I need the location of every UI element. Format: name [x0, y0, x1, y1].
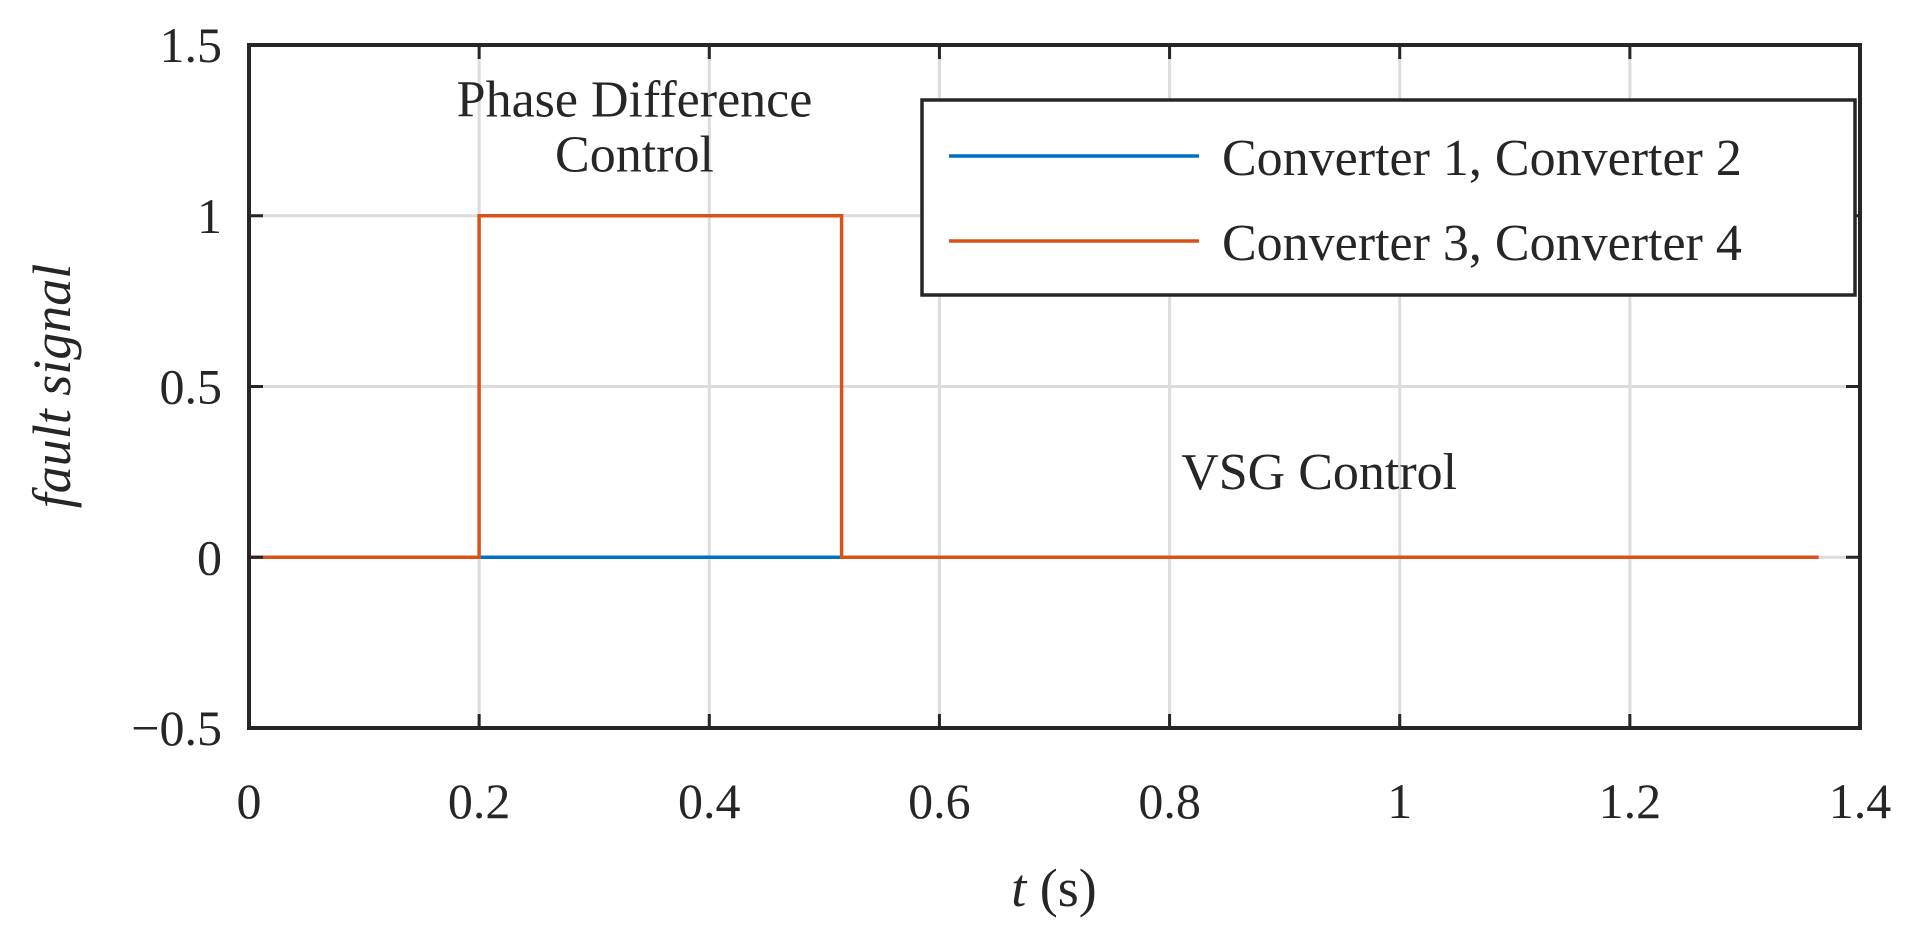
legend: Converter 1, Converter 2 Converter 3, Co… — [920, 98, 1857, 297]
legend-label-series-1: Converter 1, Converter 2 — [1222, 130, 1742, 187]
annotation-1: Phase Difference — [457, 72, 813, 129]
annotation-3: VSG Control — [1181, 444, 1457, 501]
x-tick-label: 0.8 — [1138, 773, 1201, 829]
x-tick-label: 1.2 — [1599, 773, 1662, 829]
x-tick-label: 0.4 — [678, 773, 741, 829]
x-tick-label: 1.4 — [1829, 773, 1892, 829]
y-tick-label: 1 — [197, 188, 222, 244]
x-axis-unit: (s) — [1026, 858, 1096, 918]
x-axis-variable: t — [1011, 858, 1028, 918]
x-tick-label: 0.2 — [448, 773, 511, 829]
y-tick-label: 0 — [197, 529, 222, 585]
y-tick-label: −0.5 — [131, 700, 222, 756]
series-line-2 — [249, 214, 1819, 560]
legend-label-series-2: Converter 3, Converter 4 — [1222, 215, 1742, 272]
y-axis-label: fault signal — [22, 264, 82, 509]
x-tick-label: 0.6 — [908, 773, 971, 829]
x-tick-label: 0 — [237, 773, 262, 829]
legend-box — [920, 98, 1857, 297]
series-layer — [249, 214, 1819, 560]
y-tick-label: 0.5 — [160, 359, 223, 415]
y-tick-label: 1.5 — [160, 17, 223, 73]
annotation-2: Control — [555, 126, 714, 183]
tick-layer: 0 0.2 0.4 0.6 0.8 1 1.2 1.4 −0.5 0 0.5 1 1.5 — [131, 17, 1891, 829]
x-tick-label: 1 — [1387, 773, 1412, 829]
x-axis-label: t (s) — [1011, 858, 1097, 918]
